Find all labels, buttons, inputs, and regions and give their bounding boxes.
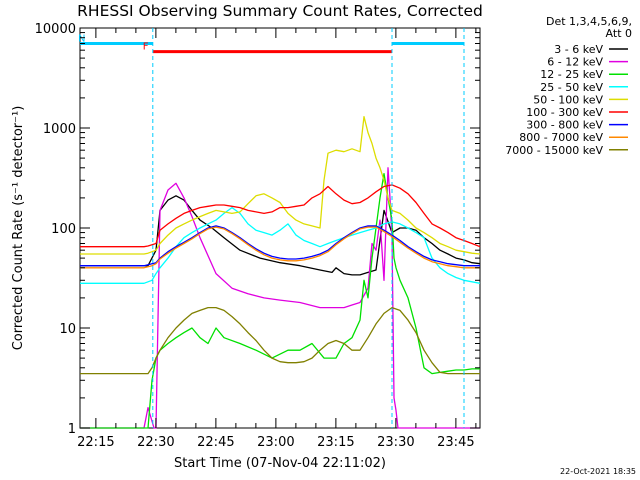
- legend-label-7: 800 - 7000 keV: [519, 131, 603, 144]
- series-line-8: [80, 306, 480, 375]
- series-layer: [80, 115, 481, 429]
- series-line-4: [80, 115, 481, 255]
- x-tick-label-1: 22:30: [137, 435, 174, 450]
- x-tick-label-4: 23:15: [317, 435, 354, 450]
- y-tick-label-1: 10: [59, 322, 76, 337]
- legend-label-1: 6 - 12 keV: [547, 56, 603, 69]
- flag-label-F: F: [143, 42, 149, 53]
- axis-layer: 22:15 22:30 22:45 23:00 23:15 23:30 23:45 1 10 10…: [35, 22, 480, 450]
- x-tick-label-2: 22:45: [197, 435, 234, 450]
- x-tick-label-6: 23:45: [437, 435, 474, 450]
- legend-label-8: 7000 - 15000 keV: [505, 144, 603, 157]
- series-line-1: [80, 167, 480, 429]
- plot-frame: [79, 27, 481, 429]
- flag-layer: NF: [78, 28, 465, 428]
- legend-label-5: 100 - 300 keV: [526, 106, 603, 119]
- series-line-3: [80, 206, 481, 284]
- y-axis-label: Corrected Count Rate (s⁻¹ detector⁻¹): [11, 106, 26, 351]
- flag-label-N: N: [78, 33, 85, 44]
- legend-header-line-1: Det 1,3,4,5,6,9,: [546, 15, 632, 28]
- y-tick-label-4: 10000: [35, 22, 76, 37]
- legend-label-6: 300 - 800 keV: [526, 119, 603, 132]
- x-tick-label-0: 22:15: [77, 435, 114, 450]
- legend-label-4: 50 - 100 keV: [533, 93, 603, 106]
- x-tick-label-3: 23:00: [257, 435, 294, 450]
- x-axis-label: Start Time (07-Nov-04 22:11:02): [174, 456, 386, 471]
- x-tick-label-5: 23:30: [377, 435, 414, 450]
- y-tick-label-2: 100: [51, 222, 76, 237]
- series-line-6: [80, 225, 480, 267]
- legend-label-0: 3 - 6 keV: [554, 43, 603, 56]
- legend-header-line-2: Att 0: [606, 27, 632, 40]
- series-line-5: [80, 184, 481, 248]
- legend-label-2: 12 - 25 keV: [540, 68, 603, 81]
- series-line-2: [80, 172, 480, 429]
- timestamp: 22-Oct-2021 18:35: [560, 467, 636, 476]
- series-line-0: [80, 195, 481, 276]
- chart-title: RHESSI Observing Summary Count Rates, Co…: [77, 2, 483, 20]
- series-line-7: [80, 226, 480, 269]
- y-tick-label-0: 1: [68, 422, 76, 437]
- y-tick-label-3: 1000: [43, 122, 76, 137]
- legend-label-3: 25 - 50 keV: [540, 81, 603, 94]
